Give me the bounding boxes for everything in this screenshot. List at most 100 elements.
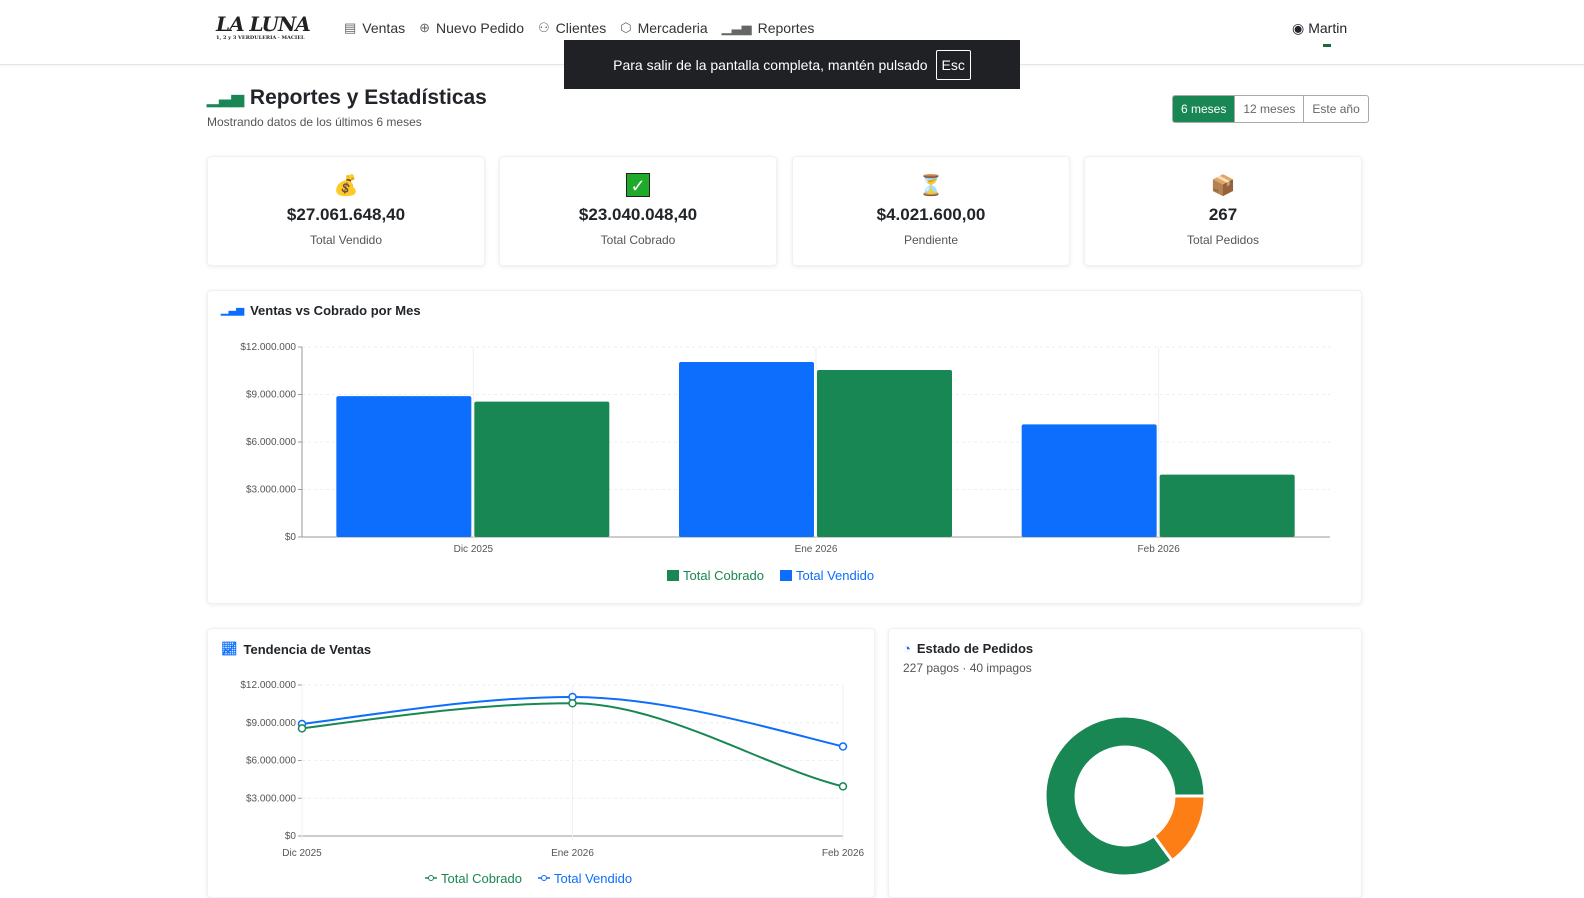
people-icon: ⚇ bbox=[537, 20, 550, 35]
x-tick-label: Dic 2025 bbox=[454, 544, 494, 555]
bar-chart-icon: ▁▃▅ bbox=[207, 90, 244, 107]
list-icon: ▤ bbox=[344, 20, 357, 35]
x-tick-label: Feb 2026 bbox=[822, 848, 865, 859]
donut-chart bbox=[1043, 714, 1207, 878]
range-12-meses[interactable]: 12 meses bbox=[1234, 96, 1303, 122]
pie-chart-title-text: Estado de Pedidos bbox=[916, 641, 1034, 656]
nav-label: Mercaderia bbox=[637, 20, 708, 36]
line-chart-card bbox=[207, 628, 875, 898]
user-indicator bbox=[1323, 44, 1331, 47]
data-point bbox=[568, 698, 577, 708]
legend-label: Total Cobrado bbox=[683, 568, 764, 583]
data-point bbox=[297, 724, 307, 733]
y-tick-label: $3.000.000 bbox=[246, 485, 296, 496]
nav-label: Ventas bbox=[362, 20, 406, 36]
hourglass-icon: ⏳ bbox=[918, 175, 944, 197]
donut-slice-pagos bbox=[1043, 714, 1207, 878]
x-tick-label: Ene 2026 bbox=[795, 544, 838, 555]
legend-marker bbox=[428, 875, 434, 881]
check-icon: ✓ bbox=[500, 173, 776, 199]
money-bag-icon: 💰 bbox=[333, 175, 359, 197]
bar-total-cobrado bbox=[817, 369, 952, 537]
stat-label: Total Vendido bbox=[309, 233, 383, 247]
bar-chart: $0 $3.000.000 $6.000.000 $9.000.000 $12.000.… bbox=[240, 342, 1330, 583]
legend-label: Total Vendido bbox=[796, 568, 874, 583]
page-title-text: Reportes y Estadísticas bbox=[249, 86, 487, 109]
bar-chart-icon: ▁▃▅ bbox=[221, 305, 245, 316]
y-tick-label: $9.000.000 bbox=[246, 718, 296, 729]
stat-total-vendido: 💰 $27.061.648,40 Total Vendido bbox=[207, 156, 485, 266]
stat-value: $27.061.648,40 bbox=[286, 205, 406, 224]
nav-label: Reportes bbox=[757, 20, 815, 36]
y-tick-label: $6.000.000 bbox=[246, 437, 296, 448]
bar-total-vendido bbox=[679, 362, 814, 537]
nav-reportes[interactable]: ▁▃▅ Reportes bbox=[722, 20, 815, 36]
page-title: ▁▃▅ Reportes y Estadísticas bbox=[207, 86, 487, 110]
bar-total-vendido bbox=[1021, 424, 1157, 537]
legend-swatch bbox=[667, 570, 679, 581]
range-este-ano[interactable]: Este año bbox=[1303, 96, 1367, 122]
x-tick-label: Ene 2026 bbox=[551, 848, 594, 859]
stat-total-pedidos: 📦 267 Total Pedidos bbox=[1084, 156, 1362, 266]
nav-ventas[interactable]: ▤ Ventas bbox=[344, 20, 405, 36]
y-tick-label: $6.000.000 bbox=[246, 756, 296, 767]
range-selector: 6 meses 12 meses Este año bbox=[1172, 95, 1369, 123]
bar-chart-title: ▁▃▅ Ventas vs Cobrado por Mes bbox=[221, 303, 421, 318]
pie-chart-title: ◔ Estado de Pedidos bbox=[903, 641, 1033, 656]
stat-pendiente: ⏳ $4.021.600,00 Pendiente bbox=[792, 156, 1070, 266]
logo-text: LA LUNA bbox=[216, 12, 311, 36]
page-subtitle: Mostrando datos de los últimos 6 meses bbox=[207, 115, 422, 129]
nav-label: Nuevo Pedido bbox=[436, 20, 524, 36]
bar-total-cobrado bbox=[1159, 474, 1295, 537]
esc-key: Esc bbox=[935, 49, 971, 80]
stat-value: $23.040.048,40 bbox=[578, 205, 698, 224]
y-tick-label: $12.000.000 bbox=[240, 680, 296, 691]
logo-subtext: 1, 2 y 3 VERDULERIA · MACIEL bbox=[216, 35, 305, 41]
box-icon: ⬡ bbox=[620, 20, 632, 35]
bar-total-vendido bbox=[336, 396, 472, 537]
line-chart-icon: 📈︎ bbox=[221, 641, 238, 656]
stat-label: Pendiente bbox=[903, 233, 959, 247]
stat-total-cobrado: ✓ $23.040.048,40 Total Cobrado bbox=[499, 156, 777, 266]
stat-label: Total Pedidos bbox=[1186, 233, 1260, 247]
line-chart: $0 $3.000.000 $6.000.000 $9.000.000 $12.000.… bbox=[240, 680, 865, 886]
logo[interactable]: LA LUNA 1, 2 y 3 VERDULERIA · MACIEL bbox=[216, 12, 311, 41]
fullscreen-toast: Para salir de la pantalla completa, mant… bbox=[564, 40, 1020, 89]
pie-chart-icon: ◔ bbox=[903, 641, 911, 656]
x-tick-label: Dic 2025 bbox=[282, 848, 322, 859]
y-tick-label: $0 bbox=[285, 831, 297, 842]
legend-marker bbox=[541, 875, 547, 881]
bar-chart-title-text: Ventas vs Cobrado por Mes bbox=[250, 303, 421, 318]
legend-label: Total Cobrado bbox=[441, 871, 522, 886]
nav-nuevo-pedido[interactable]: ⊕ Nuevo Pedido bbox=[419, 20, 524, 36]
stat-value: 267 bbox=[1208, 205, 1238, 224]
user-name: Martin bbox=[1308, 20, 1348, 36]
data-point bbox=[838, 782, 848, 791]
package-icon: 📦 bbox=[1210, 175, 1236, 197]
x-tick-label: Feb 2026 bbox=[1138, 544, 1181, 555]
y-tick-label: $12.000.000 bbox=[240, 342, 296, 353]
legend-label: Total Vendido bbox=[554, 871, 632, 886]
bar-chart-icon: ▁▃▅ bbox=[721, 20, 752, 35]
y-tick-label: $9.000.000 bbox=[246, 390, 296, 401]
nav-clientes[interactable]: ⚇ Clientes bbox=[538, 20, 606, 36]
main-menu: ▤ Ventas ⊕ Nuevo Pedido ⚇ Clientes ⬡ Mercade… bbox=[344, 20, 814, 36]
bar-total-cobrado bbox=[474, 401, 610, 537]
pie-chart-subtitle: 227 pagos · 40 impagos bbox=[903, 661, 1032, 675]
stat-value: $4.021.600,00 bbox=[876, 205, 986, 224]
line-chart-title: 📈︎ Tendencia de Ventas bbox=[221, 641, 371, 657]
toast-text: Para salir de la pantalla completa, mant… bbox=[613, 56, 928, 73]
range-6-meses[interactable]: 6 meses bbox=[1173, 96, 1235, 122]
nav-mercaderia[interactable]: ⬡ Mercaderia bbox=[620, 20, 707, 36]
nav-label: Clientes bbox=[555, 20, 607, 36]
user-menu[interactable]: ◉ Martin bbox=[1292, 20, 1347, 36]
stat-label: Total Cobrado bbox=[600, 233, 676, 247]
line-chart-title-text: Tendencia de Ventas bbox=[243, 641, 372, 657]
y-tick-label: $0 bbox=[285, 532, 297, 543]
donut-slice-impagos bbox=[1151, 794, 1207, 863]
legend-swatch bbox=[780, 570, 792, 581]
user-icon: ◉ bbox=[1292, 20, 1305, 36]
plus-circle-icon: ⊕ bbox=[419, 20, 431, 35]
y-tick-label: $3.000.000 bbox=[246, 793, 296, 804]
data-point bbox=[838, 742, 848, 751]
